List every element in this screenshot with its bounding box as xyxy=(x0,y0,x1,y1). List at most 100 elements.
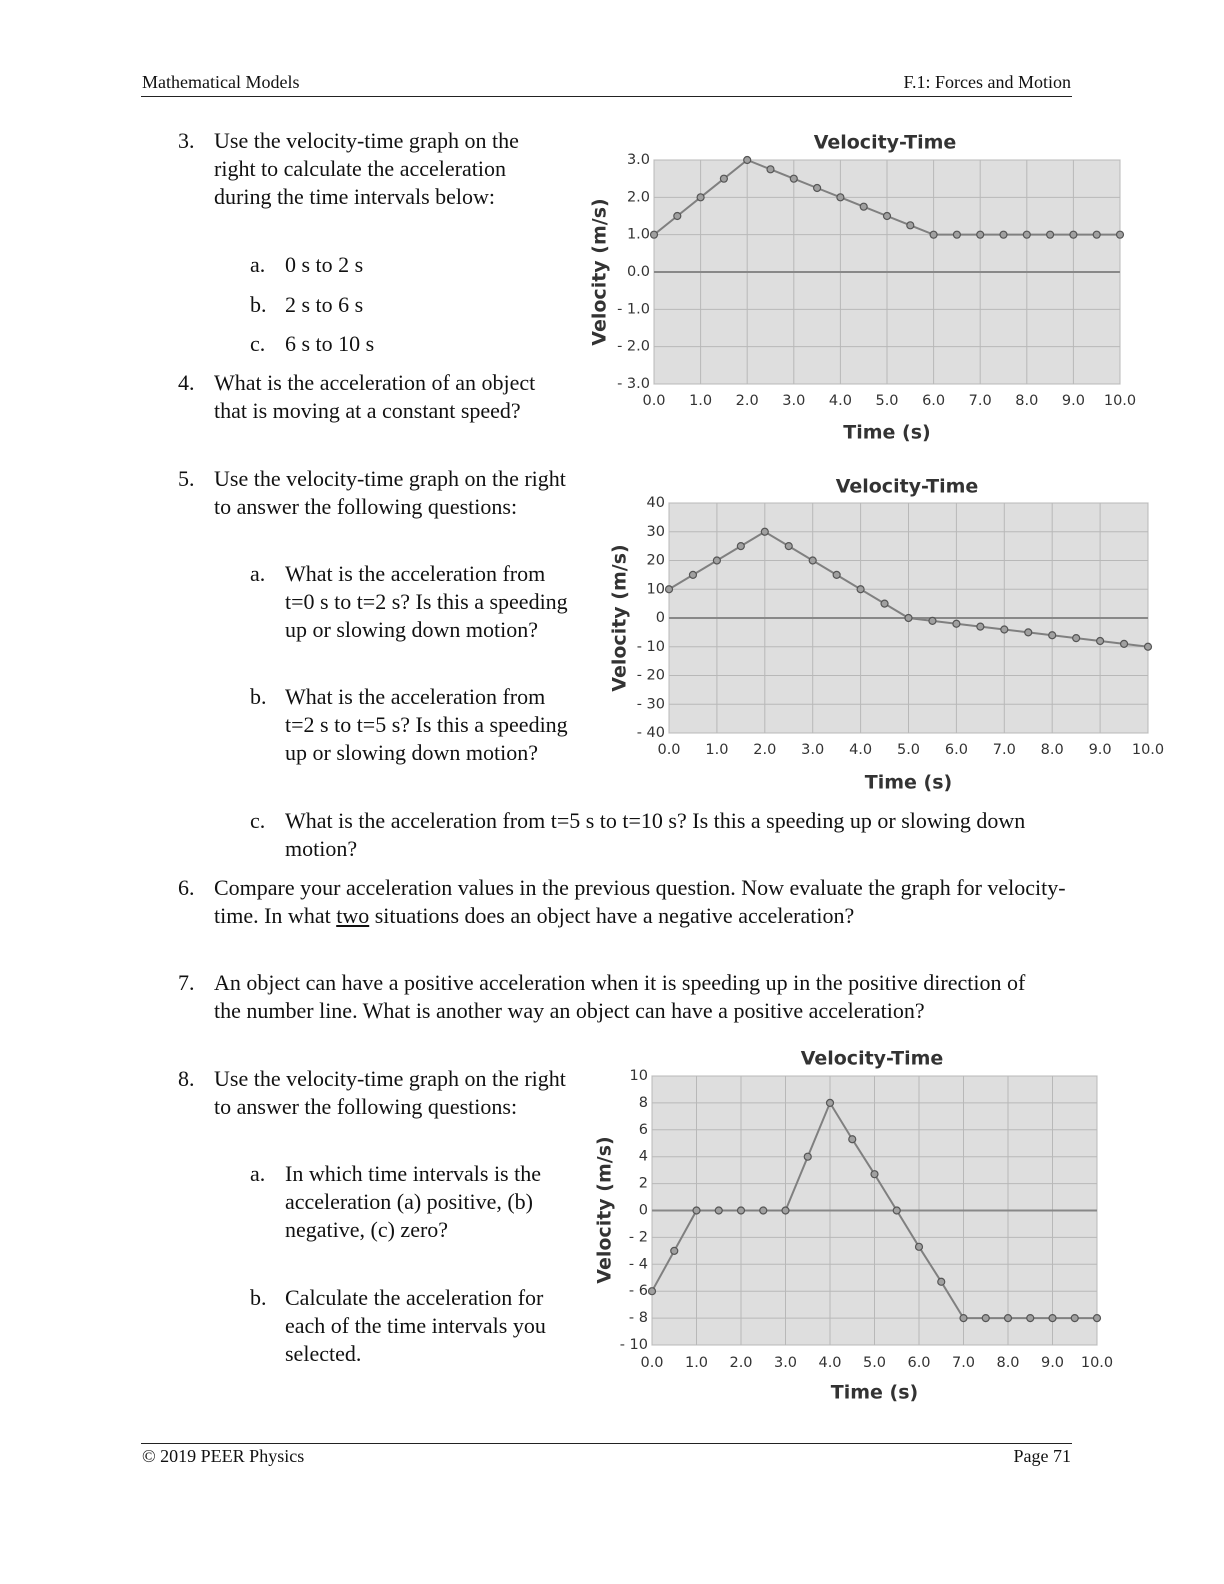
x-tick-label: 8.0 xyxy=(996,1355,1019,1371)
data-point xyxy=(1119,639,1129,648)
x-tick-label: 9.0 xyxy=(1041,1355,1064,1371)
item-text: Calculate the acceleration for each of t… xyxy=(285,1285,546,1366)
y-tick-label: - 10 xyxy=(637,639,665,655)
x-tick-label: 5.0 xyxy=(875,393,898,409)
question-number: 7. xyxy=(178,970,195,995)
y-tick-label: - 8 xyxy=(629,1310,648,1326)
data-point xyxy=(952,619,961,628)
item-label: b. xyxy=(250,1285,267,1310)
y-tick-label: 2.0 xyxy=(627,189,650,205)
data-point xyxy=(673,211,682,221)
data-point xyxy=(712,556,722,565)
data-point xyxy=(759,1206,768,1215)
data-point xyxy=(928,616,937,625)
y-tick-label: 0 xyxy=(656,610,665,626)
chart: Velocity-Time Time (s) Velocity (m/s) 0.0 1.… xyxy=(609,476,1165,794)
footer-rule xyxy=(141,1443,1072,1444)
data-point xyxy=(1022,230,1031,239)
item-text: In which time intervals is the accelerat… xyxy=(285,1161,541,1242)
question-text: Compare your acceleration values in the … xyxy=(214,874,1079,930)
data-point xyxy=(1072,634,1081,643)
data-point xyxy=(808,556,817,565)
question-number: 6. xyxy=(178,875,195,900)
data-point xyxy=(1115,230,1125,239)
data-point xyxy=(696,193,705,202)
item-label: b. xyxy=(250,292,267,317)
x-tick-label: 1.0 xyxy=(685,1355,708,1371)
chart-title: Velocity-Time xyxy=(836,476,979,498)
y-tick-label: 0 xyxy=(639,1203,648,1219)
data-point xyxy=(813,183,822,193)
x-tick-label: 4.0 xyxy=(849,742,872,758)
y-tick-label: 8 xyxy=(639,1095,648,1111)
question-text: What is the acceleration of an object th… xyxy=(214,370,536,423)
data-point xyxy=(789,174,798,183)
data-point xyxy=(1096,636,1105,646)
data-point xyxy=(1003,1314,1013,1323)
item-label: b. xyxy=(250,684,267,709)
item-text: What is the acceleration from t=2 s to t… xyxy=(285,684,568,765)
y-axis-label: Velocity (m/s) xyxy=(594,1136,616,1283)
x-tick-label: 5.0 xyxy=(863,1355,886,1371)
x-tick-label: 2.0 xyxy=(736,393,759,409)
x-tick-label: 8.0 xyxy=(1015,393,1038,409)
footer-right: Page 71 xyxy=(1013,1446,1072,1466)
data-point xyxy=(803,1152,812,1161)
item-text: 0 s to 2 s xyxy=(285,252,364,277)
item-text: What is the acceleration from t=0 s to t… xyxy=(285,561,568,642)
data-point xyxy=(859,202,868,211)
data-point xyxy=(1048,1314,1057,1323)
x-tick-label: 3.0 xyxy=(801,742,824,758)
chart: Velocity-Time Time (s) Velocity (m/s) 0.0 1.… xyxy=(589,132,1137,444)
data-point xyxy=(1048,631,1057,640)
y-tick-label: 1.0 xyxy=(627,227,650,243)
data-point xyxy=(825,1098,835,1108)
header-rule xyxy=(141,96,1072,97)
item-text: 2 s to 6 s xyxy=(285,292,364,317)
y-tick-label: 2 xyxy=(639,1176,648,1192)
data-point xyxy=(1026,1314,1035,1323)
x-axis-label: Time (s) xyxy=(843,422,930,444)
x-tick-label: 9.0 xyxy=(1062,393,1085,409)
header-left: Mathematical Models xyxy=(142,72,300,92)
item-label: a. xyxy=(250,1161,266,1186)
y-tick-label: - 2.0 xyxy=(617,339,650,355)
data-point xyxy=(952,230,961,239)
data-point xyxy=(670,1246,679,1255)
data-point xyxy=(914,1242,924,1251)
data-point xyxy=(999,230,1008,239)
y-axis-label: Velocity (m/s) xyxy=(609,544,631,691)
question-text: An object can have a positive accelerati… xyxy=(214,970,1026,1023)
data-point xyxy=(836,193,845,202)
data-point xyxy=(719,174,728,183)
footer-left: © 2019 PEER Physics xyxy=(142,1446,305,1466)
data-point xyxy=(1024,628,1033,637)
data-point xyxy=(929,230,938,239)
y-tick-label: - 6 xyxy=(629,1283,648,1299)
y-tick-label: 3.0 xyxy=(627,152,650,168)
x-tick-label: 2.0 xyxy=(729,1355,752,1371)
y-tick-label: - 2 xyxy=(629,1229,648,1245)
data-point xyxy=(904,613,913,623)
question-text: Use the velocity-time graph on the right… xyxy=(214,128,519,209)
y-tick-label: 20 xyxy=(647,553,665,569)
item-label: a. xyxy=(250,252,266,277)
item-text: 6 s to 10 s xyxy=(285,331,375,356)
y-tick-label: - 1.0 xyxy=(617,301,650,317)
data-point xyxy=(976,622,985,631)
chart-title: Velocity-Time xyxy=(801,1048,944,1070)
y-tick-label: - 3.0 xyxy=(617,376,650,392)
x-tick-label: 1.0 xyxy=(689,393,712,409)
data-point xyxy=(714,1206,723,1215)
question-text: Use the velocity-time graph on the right… xyxy=(214,466,566,519)
question-number: 8. xyxy=(178,1066,195,1091)
question-text: Use the velocity-time graph on the right… xyxy=(214,1066,566,1119)
data-point xyxy=(664,585,674,594)
question-number: 4. xyxy=(178,370,195,395)
item-label: a. xyxy=(250,561,266,586)
data-point xyxy=(1070,1314,1079,1323)
question-number: 3. xyxy=(178,128,195,153)
text: Compare your acceleration values in the … xyxy=(214,875,1066,928)
data-point xyxy=(736,542,745,551)
underlined-text: two xyxy=(336,903,370,928)
